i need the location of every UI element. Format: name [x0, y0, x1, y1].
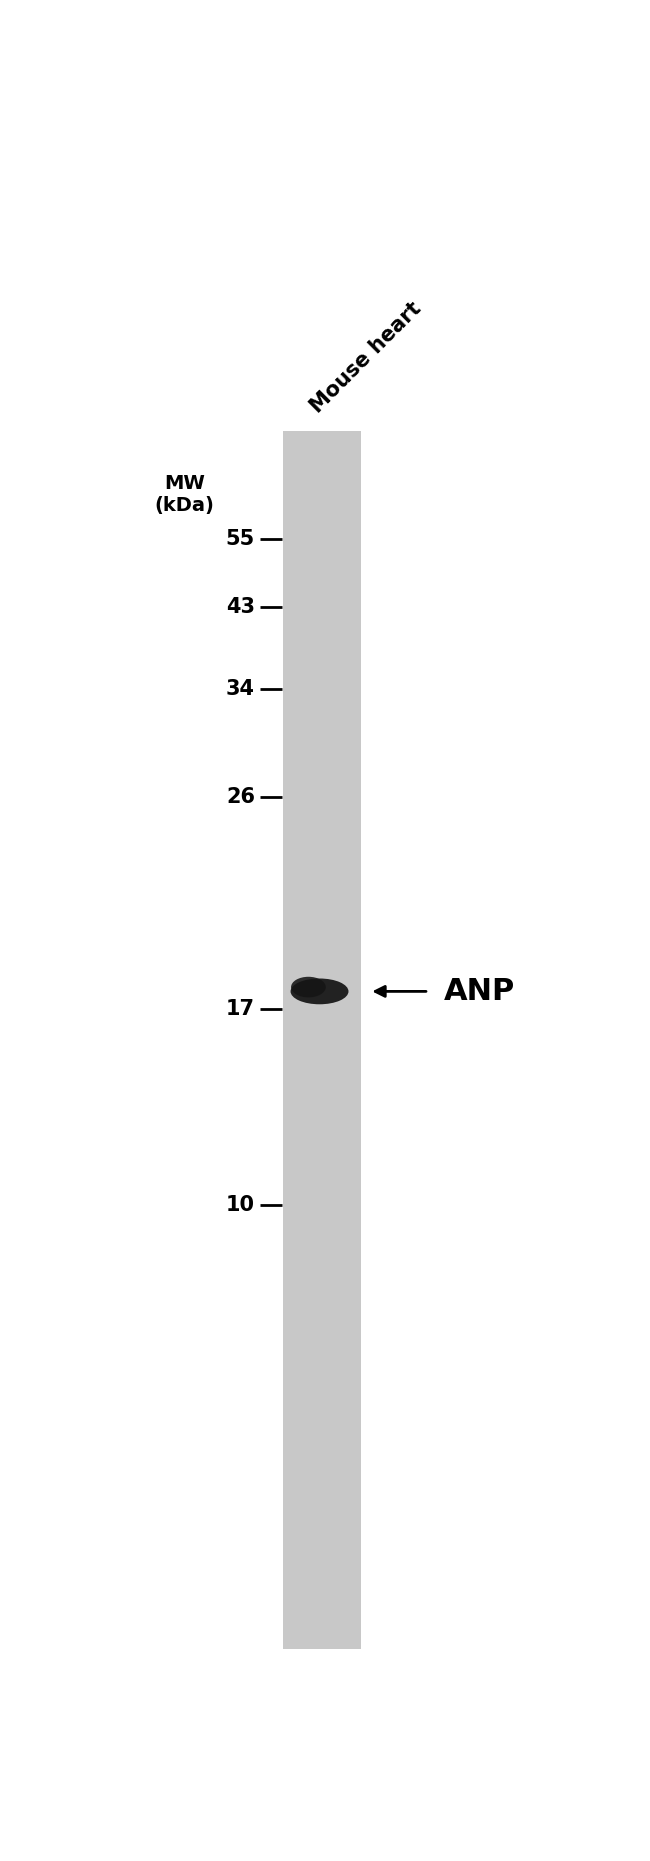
Text: 43: 43: [226, 597, 255, 618]
Text: 17: 17: [226, 999, 255, 1018]
Text: 55: 55: [226, 529, 255, 549]
Ellipse shape: [291, 979, 348, 1005]
Bar: [283, 432, 361, 1649]
Text: Mouse heart: Mouse heart: [306, 298, 425, 417]
Text: 10: 10: [226, 1195, 255, 1215]
Text: 34: 34: [226, 679, 255, 700]
Ellipse shape: [291, 977, 326, 997]
Text: 26: 26: [226, 787, 255, 806]
Text: ANP: ANP: [444, 977, 515, 1007]
Text: MW
(kDa): MW (kDa): [155, 475, 214, 515]
